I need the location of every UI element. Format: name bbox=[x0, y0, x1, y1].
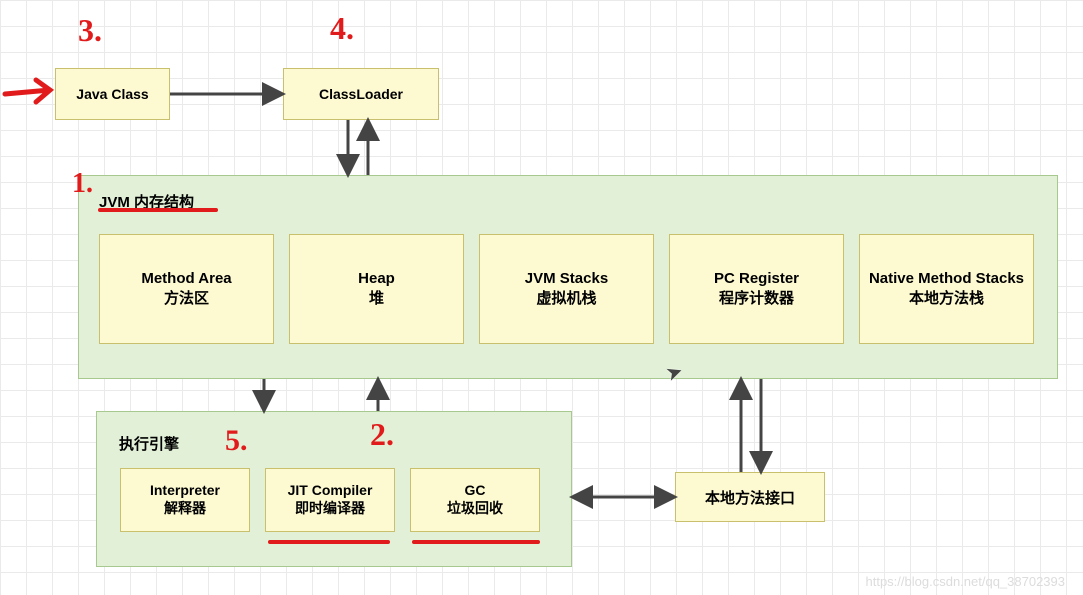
node-method-area-cn: 方法区 bbox=[164, 287, 209, 308]
node-jvm-stacks-cn: 虚拟机栈 bbox=[536, 287, 596, 308]
annotation-underline-gc bbox=[412, 540, 540, 544]
node-heap-cn: 堆 bbox=[369, 287, 384, 308]
annotation-underline-jit bbox=[268, 540, 390, 544]
node-interpreter: Interpreter 解释器 bbox=[120, 468, 250, 532]
node-jit-compiler: JIT Compiler 即时编译器 bbox=[265, 468, 395, 532]
node-jvm-stacks: JVM Stacks 虚拟机栈 bbox=[479, 234, 654, 344]
node-pc-register-cn: 程序计数器 bbox=[719, 287, 794, 308]
node-java-class-label: Java Class bbox=[76, 86, 148, 102]
annotation-5: 5. bbox=[225, 424, 248, 458]
annotation-1: 1. bbox=[72, 168, 93, 200]
node-nm-stacks-en: Native Method Stacks bbox=[869, 270, 1024, 287]
watermark: https://blog.csdn.net/qq_38702393 bbox=[866, 574, 1066, 589]
node-native-interface-cn: 本地方法接口 bbox=[705, 487, 795, 508]
node-heap: Heap 堆 bbox=[289, 234, 464, 344]
node-jit-en: JIT Compiler bbox=[288, 482, 373, 498]
node-gc: GC 垃圾回收 bbox=[410, 468, 540, 532]
annotation-2: 2. bbox=[370, 416, 394, 453]
node-jit-cn: 即时编译器 bbox=[295, 498, 365, 518]
node-heap-en: Heap bbox=[358, 270, 395, 287]
node-interpreter-cn: 解释器 bbox=[164, 498, 206, 518]
node-class-loader-label: ClassLoader bbox=[319, 86, 403, 102]
node-gc-cn: 垃圾回收 bbox=[447, 498, 503, 518]
node-nm-stacks-cn: 本地方法栈 bbox=[909, 287, 984, 308]
node-gc-en: GC bbox=[465, 482, 486, 498]
node-jvm-stacks-en: JVM Stacks bbox=[525, 270, 608, 287]
node-pc-register-en: PC Register bbox=[714, 270, 799, 287]
node-pc-register: PC Register 程序计数器 bbox=[669, 234, 844, 344]
node-method-area: Method Area 方法区 bbox=[99, 234, 274, 344]
annotation-underline-jvm bbox=[98, 208, 218, 212]
node-java-class: Java Class bbox=[55, 68, 170, 120]
group-exec-engine-title: 执行引擎 bbox=[119, 433, 179, 454]
node-native-interface: 本地方法接口 bbox=[675, 472, 825, 522]
annotation-4: 4. bbox=[330, 10, 354, 47]
node-native-method-stacks: Native Method Stacks 本地方法栈 bbox=[859, 234, 1034, 344]
node-class-loader: ClassLoader bbox=[283, 68, 439, 120]
annotation-3: 3. bbox=[78, 12, 102, 49]
node-interpreter-en: Interpreter bbox=[150, 482, 220, 498]
node-method-area-en: Method Area bbox=[141, 270, 231, 287]
